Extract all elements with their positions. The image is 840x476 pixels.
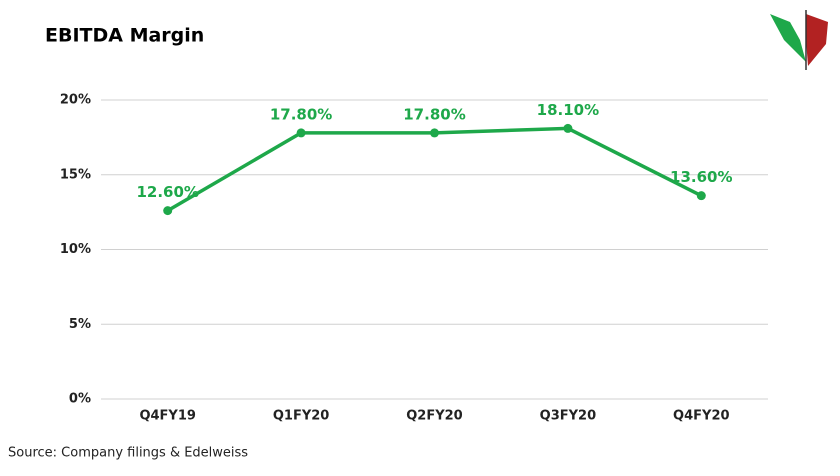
logo-bear: [806, 14, 828, 66]
y-tick-label: 20%: [60, 93, 91, 108]
logo: [770, 10, 828, 70]
data-label: 13.60%: [670, 168, 732, 186]
line: [166, 126, 703, 213]
point: [563, 123, 573, 133]
data-label: 17.80%: [403, 105, 465, 123]
y-tick-label: 5%: [69, 317, 91, 332]
x-tick-label: Q3FY20: [540, 409, 596, 424]
point: [163, 206, 173, 216]
chart-title: EBITDA Margin: [45, 25, 204, 47]
x-tick-label: Q1FY20: [273, 409, 329, 424]
x-tick-label: Q4FY19: [139, 409, 195, 424]
y-tick-label: 10%: [60, 242, 91, 257]
point: [430, 128, 439, 138]
data-label: 12.60%: [136, 183, 198, 201]
x-tick-label: Q2FY20: [406, 409, 462, 424]
logo-bull: [770, 14, 806, 62]
y-tick-label: 15%: [60, 167, 91, 182]
data-label: 17.80%: [270, 105, 332, 123]
point: [296, 128, 306, 138]
x-tick-label: Q4FY20: [673, 409, 729, 424]
source-note: Source: Company filings & Edelweiss: [8, 446, 248, 461]
data-label: 18.10%: [537, 101, 599, 119]
y-tick-label: 0%: [69, 392, 91, 407]
point: [696, 191, 706, 201]
